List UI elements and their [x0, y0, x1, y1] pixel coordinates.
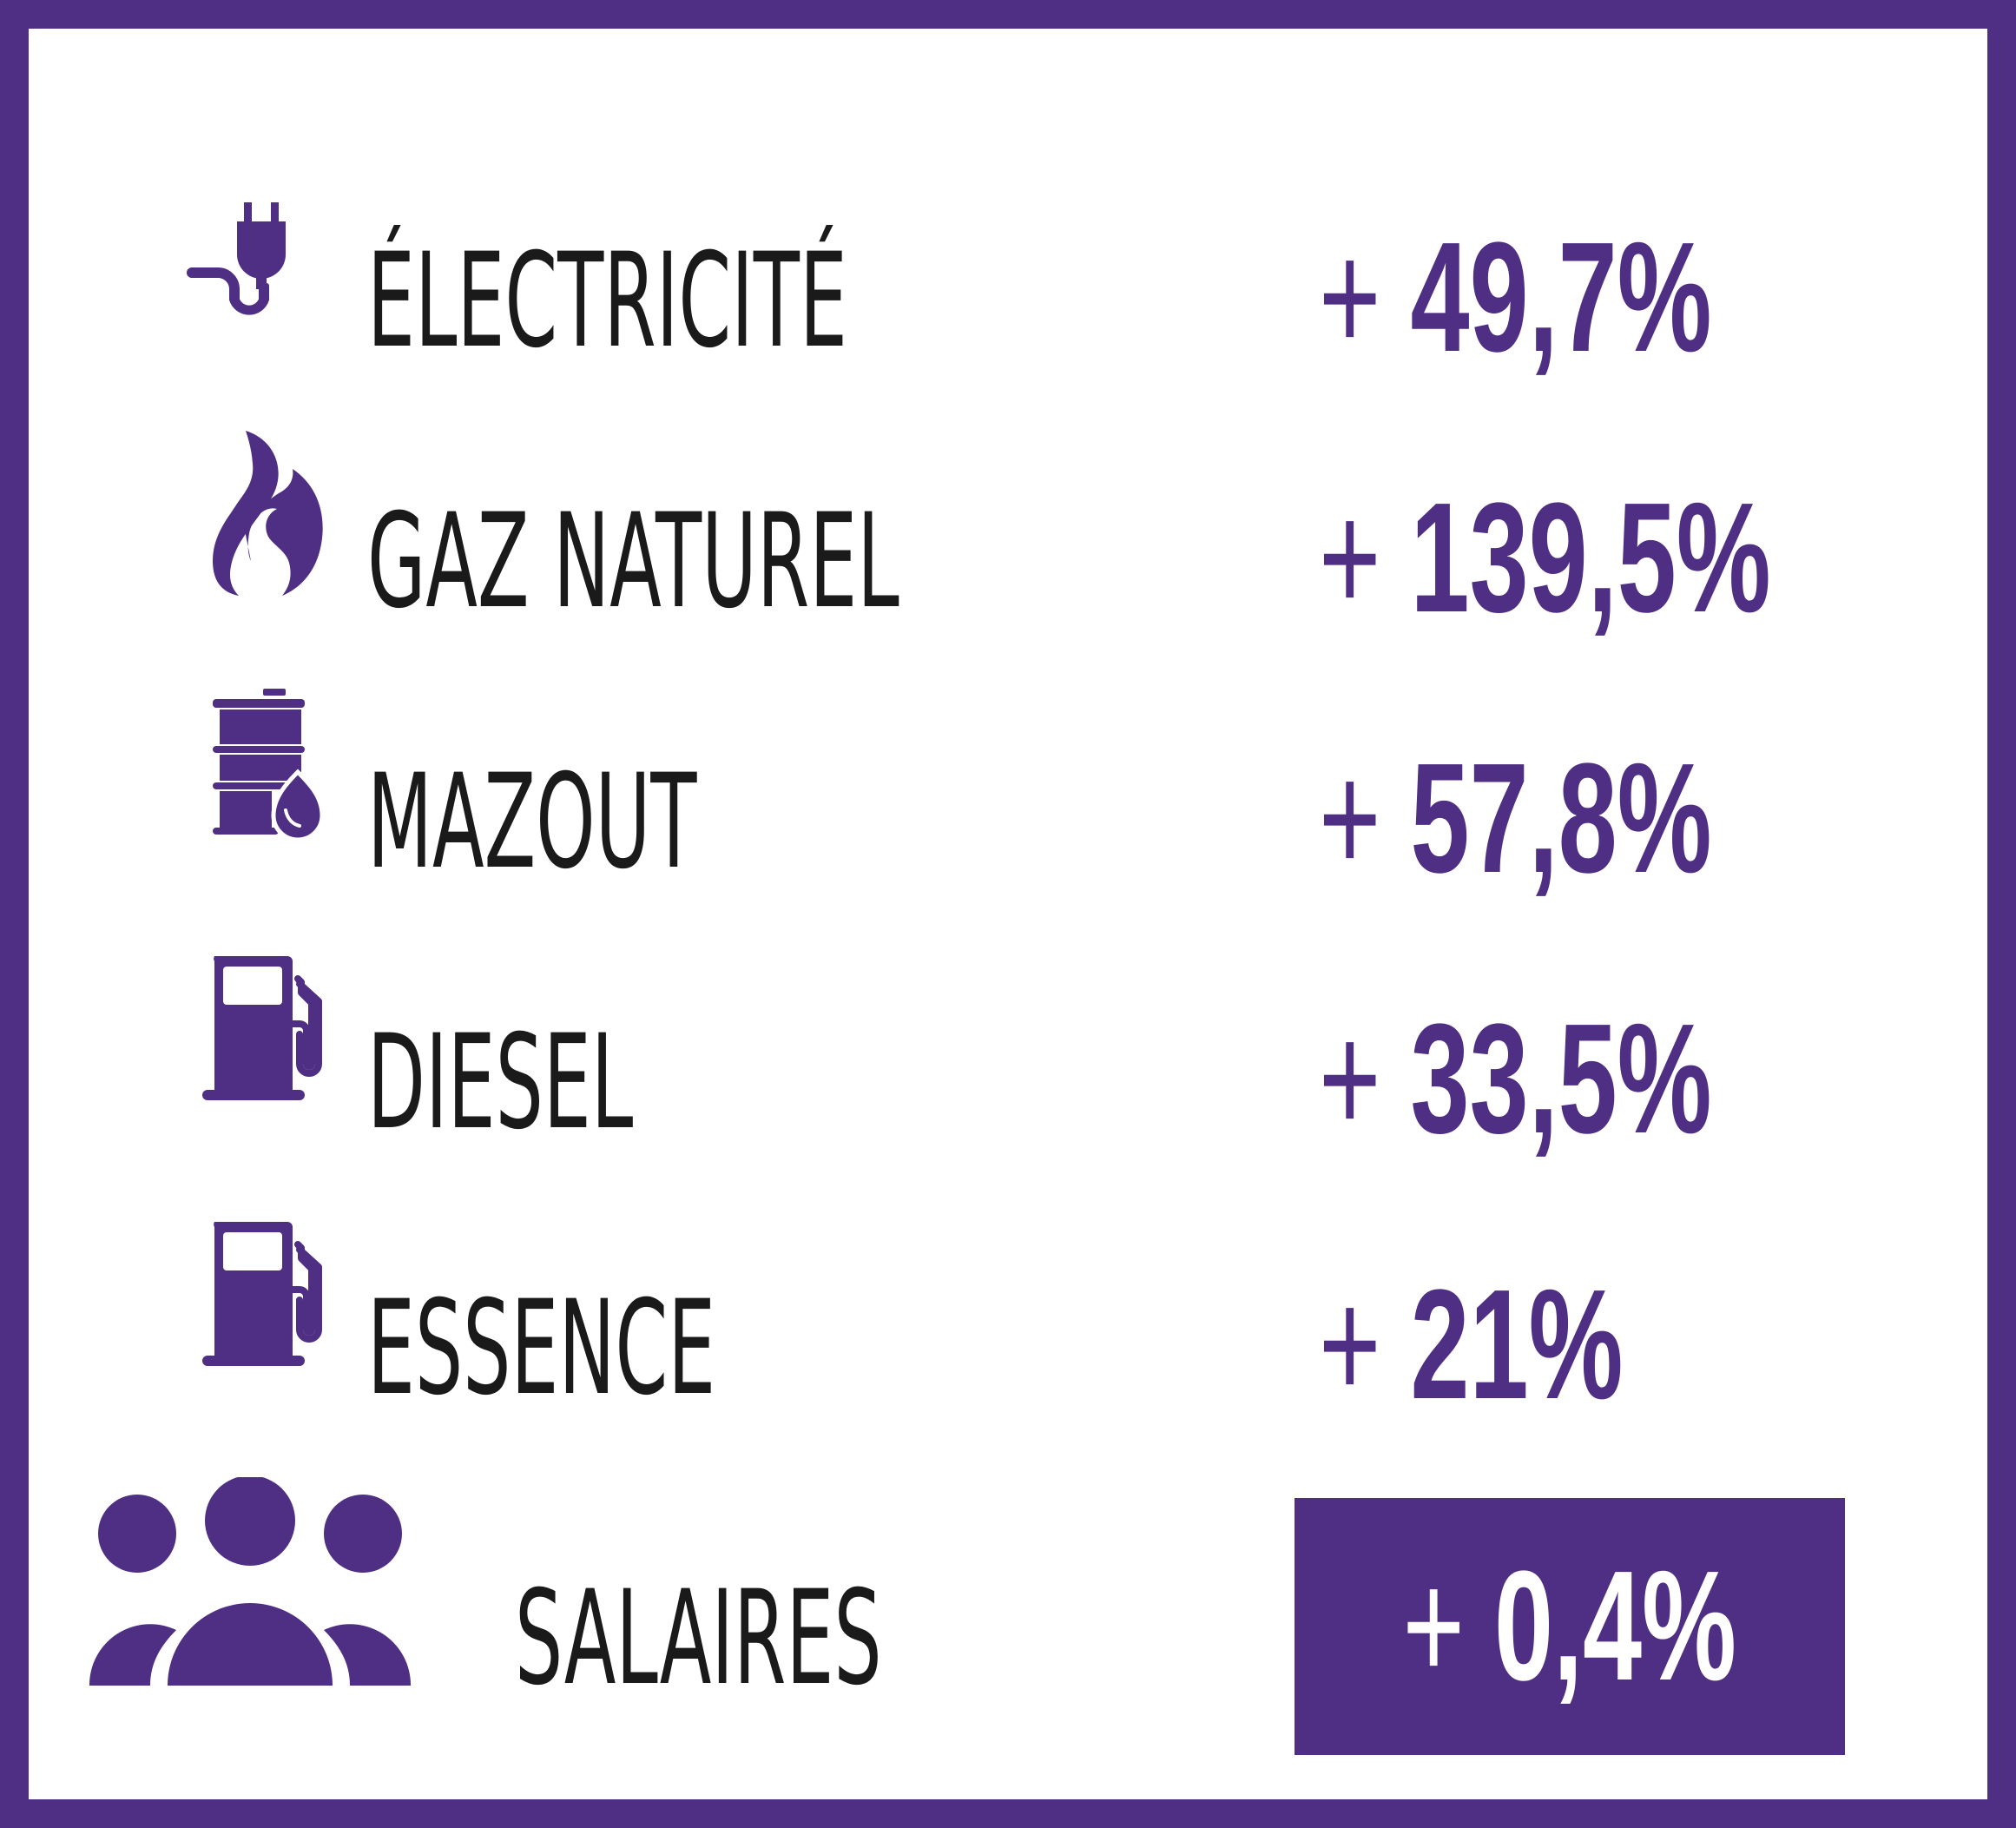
plus-sign: +	[1319, 210, 1381, 385]
row-value: + 21%	[1319, 1267, 1623, 1423]
row-label: GAZ NATUREL	[367, 486, 899, 637]
percent-value: 21%	[1410, 1257, 1624, 1432]
row-value: + 49,7%	[1319, 220, 1712, 376]
people-group-icon	[89, 1477, 411, 1686]
row-label: DIESEL	[367, 1007, 634, 1158]
salaires-highlight-box: + 0,4%	[1295, 1498, 1845, 1755]
electric-plug-icon	[183, 202, 313, 333]
row-electricite: ÉLECTRICITÉ + 49,7%	[29, 202, 2016, 400]
row-essence: ESSENCE + 21%	[29, 1222, 2016, 1448]
fuel-pump-icon	[202, 1222, 326, 1369]
plus-sign: +	[1319, 731, 1381, 906]
plus-sign: +	[1319, 992, 1381, 1166]
salaires-value: + 0,4%	[1295, 1498, 1845, 1755]
row-label: ÉLECTRICITÉ	[367, 226, 847, 377]
fuel-pump-icon	[202, 956, 326, 1104]
percent-value: 139,5%	[1410, 471, 1771, 645]
row-salaires: SALAIRES	[29, 1477, 2016, 1738]
percent-value: 33,5%	[1410, 992, 1712, 1166]
plus-sign: +	[1319, 1257, 1381, 1432]
flame-icon	[213, 431, 326, 596]
row-value: + 139,5%	[1319, 480, 1771, 637]
plus-sign: +	[1319, 471, 1381, 645]
row-label: ESSENCE	[367, 1273, 716, 1424]
plus-sign: +	[1402, 1539, 1466, 1713]
row-diesel: DIESEL + 33,5%	[29, 956, 2016, 1182]
row-value: + 33,5%	[1319, 1001, 1712, 1158]
percent-value: 57,8%	[1410, 731, 1712, 906]
row-gaz-naturel: GAZ NATUREL + 139,5%	[29, 431, 2016, 661]
percent-value: 49,7%	[1410, 210, 1712, 385]
row-value: + 57,8%	[1319, 741, 1712, 897]
oil-barrel-icon	[211, 689, 326, 845]
percent-value: 0,4%	[1494, 1539, 1737, 1713]
row-mazout: MAZOUT + 57,8%	[29, 689, 2016, 921]
row-label: MAZOUT	[367, 747, 697, 898]
row-label: SALAIRES	[515, 1563, 882, 1714]
